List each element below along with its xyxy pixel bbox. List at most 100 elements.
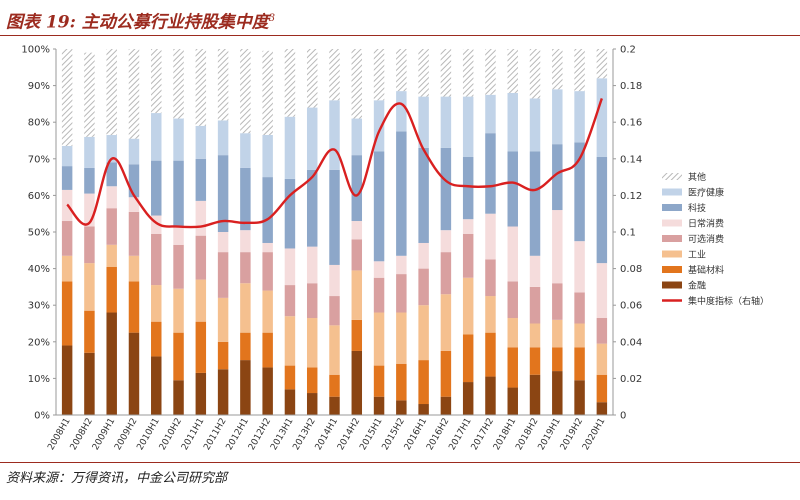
bar-segment-2010H1-5: [151, 160, 162, 216]
y-right-tick-label: 0.04: [620, 337, 642, 348]
bar-segment-2019H1-2: [552, 319, 563, 348]
bar-segment-2015H2-6: [396, 91, 407, 132]
bar-segment-2019H2-1: [574, 347, 585, 381]
bar-segment-2018H1-7: [507, 49, 518, 93]
bar-segment-2019H2-7: [574, 49, 585, 92]
bar-segment-2014H1-0: [329, 396, 340, 415]
bar-segment-2013H2-7: [306, 49, 318, 108]
bar-segment-2013H1-1: [284, 365, 296, 390]
bar-segment-2016H2-1: [440, 350, 452, 397]
legend-swatch-金融: [662, 281, 682, 289]
bar-segment-2008H1-5: [61, 166, 73, 190]
bar-segment-2013H2-6: [306, 107, 318, 170]
bar-segment-2014H2-5: [351, 155, 363, 222]
bar-segment-2015H1-6: [373, 100, 385, 152]
bar-segment-2013H2-0: [306, 393, 318, 415]
bar-segment-2011H1-1: [195, 321, 207, 373]
bar-segment-2013H1-6: [284, 116, 296, 179]
bar-segment-2011H2-0: [217, 369, 229, 415]
bar-segment-2013H2-1: [306, 367, 318, 394]
bar-segment-2020H1-6: [596, 78, 608, 157]
bar-segment-2015H1-0: [373, 396, 385, 415]
bar-segment-2011H1-2: [195, 279, 207, 322]
bar-segment-2009H1-1: [106, 266, 117, 313]
bar-segment-2019H1-6: [552, 89, 563, 145]
legend-label: 日常消费: [688, 218, 724, 230]
bar-segment-2017H2-3: [485, 259, 496, 297]
bar-segment-2016H1-5: [418, 147, 429, 243]
bar-segment-2019H2-3: [574, 292, 585, 324]
bar-segment-2014H1-2: [329, 325, 340, 375]
y-right-tick-label: 0.2: [620, 45, 636, 56]
bar-segment-2014H1-5: [329, 169, 340, 265]
y-left-tick-label: 30%: [28, 301, 50, 312]
bar-segment-2017H1-6: [462, 96, 474, 157]
y-left-tick-label: 90%: [28, 81, 50, 92]
bar-segment-2017H2-7: [485, 49, 496, 95]
bar-segment-2020H1-4: [596, 263, 608, 319]
y-right-tick-label: 0.02: [620, 374, 642, 385]
legend-label: 工业: [688, 250, 706, 261]
footer-rule: [0, 462, 800, 463]
bar-segment-2015H1-4: [373, 261, 385, 278]
bar-segment-2010H2-1: [173, 332, 184, 381]
legend-label: 其他: [688, 171, 706, 183]
bar-segment-2017H1-3: [462, 233, 474, 278]
y-left-tick-label: 100%: [21, 45, 50, 56]
bar-segment-2010H2-7: [173, 49, 184, 119]
bar-segment-2019H2-5: [574, 142, 585, 242]
bar-segment-2012H2-3: [262, 252, 273, 291]
bar-segment-2008H1-3: [61, 221, 73, 256]
bar-segment-2018H2-2: [529, 323, 541, 348]
bar-segment-2012H1-0: [240, 360, 251, 415]
bar-segment-2016H2-6: [440, 96, 452, 148]
bar-segment-2017H2-2: [485, 296, 496, 333]
y-right-tick-label: 0.12: [620, 191, 642, 202]
bar-segment-2015H1-5: [373, 151, 385, 262]
bar-segment-2011H1-0: [195, 372, 207, 415]
y-left-tick-label: 40%: [28, 264, 50, 275]
bar-segment-2018H2-3: [529, 286, 541, 324]
header-rule: [0, 35, 800, 36]
y-right-tick-label: 0.08: [620, 264, 642, 275]
bar-segment-2013H1-7: [284, 49, 296, 117]
bar-segment-2016H1-4: [418, 242, 429, 269]
bar-segment-2009H2-2: [128, 255, 140, 282]
bar-segment-2018H2-1: [529, 347, 541, 375]
bar-segment-2020H1-7: [596, 49, 608, 79]
bar-segment-2019H1-0: [552, 371, 563, 415]
legend-swatch-其他: [662, 173, 682, 180]
bar-segment-2019H1-1: [552, 347, 563, 372]
bar-segment-2013H1-5: [284, 178, 296, 249]
bar-segment-2010H1-1: [151, 321, 162, 357]
bar-segment-2018H1-1: [507, 347, 518, 388]
legend-swatch-医疗健康: [662, 188, 682, 196]
bar-segment-2015H2-4: [396, 255, 407, 275]
legend-label: 可选消费: [688, 233, 724, 245]
bar-segment-2012H1-6: [240, 133, 251, 168]
bar-segment-2010H1-0: [151, 356, 162, 415]
bar-segment-2018H1-4: [507, 226, 518, 282]
bar-segment-2017H2-5: [485, 133, 496, 214]
y-left-tick-label: 70%: [28, 154, 50, 165]
bar-segment-2011H2-7: [217, 49, 229, 121]
bar-segment-2010H2-4: [173, 226, 184, 245]
bar-segment-2012H2-5: [262, 177, 273, 243]
legend-swatch-基础材料: [662, 266, 682, 273]
bar-segment-2012H2-1: [262, 332, 273, 368]
bar-segment-2009H1-0: [106, 312, 117, 415]
bar-segment-2019H1-5: [552, 144, 563, 211]
y-right-tick-label: 0.1: [620, 228, 636, 239]
bar-segment-2018H1-3: [507, 281, 518, 319]
bar-segment-2019H2-0: [574, 380, 585, 415]
bar-segment-2010H2-2: [173, 288, 184, 333]
bar-segment-2017H2-1: [485, 332, 496, 377]
bar-segment-2015H1-2: [373, 312, 385, 366]
bar-segment-2018H1-0: [507, 387, 518, 415]
bar-segment-2012H1-3: [240, 252, 251, 284]
bar-segment-2020H1-1: [596, 374, 608, 403]
bar-segment-2008H2-6: [84, 136, 95, 168]
legend-swatch-科技: [662, 204, 682, 211]
bar-segment-2013H1-2: [284, 316, 296, 366]
